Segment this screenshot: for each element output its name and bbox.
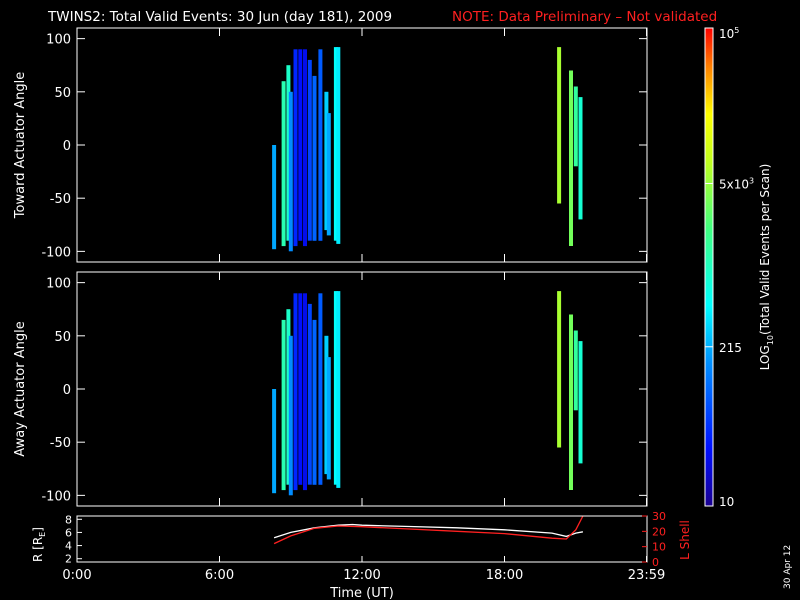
angle-column: [326, 113, 331, 236]
away-angle-columns: [272, 291, 583, 496]
y-tick-label: -50: [50, 192, 71, 207]
angle-column: [573, 330, 578, 411]
l-shell-tick-label: 30: [652, 510, 666, 523]
colorbar-tick-label: 105: [719, 26, 739, 41]
angle-column: [293, 49, 298, 247]
angle-column: [298, 49, 303, 241]
toward-axis-ticks: 100 50 0 -50 -100: [41, 28, 648, 262]
angle-column: [298, 293, 303, 485]
angle-column: [272, 145, 277, 250]
r-tick-label: 6: [65, 526, 72, 539]
chart-title: TWINS2: Total Valid Events: 30 Jun (day …: [47, 9, 392, 25]
angle-column: [557, 291, 562, 448]
time-tick-label: 18:00: [486, 568, 523, 583]
angle-column: [324, 91, 329, 231]
angle-column: [303, 49, 307, 247]
angle-column: [293, 293, 298, 491]
angle-column: [578, 341, 583, 464]
angle-column: [312, 319, 317, 485]
away-axis-label: Away Actuator Angle: [13, 321, 28, 456]
angle-column: [578, 97, 583, 220]
angle-column: [336, 291, 341, 488]
r-axis-label: R [RE]: [31, 527, 47, 562]
angle-column: [303, 293, 307, 491]
angle-column: [326, 357, 331, 480]
angle-column: [333, 47, 338, 241]
colorbar-tick-label: 10: [719, 495, 734, 509]
r-tick-label: 4: [65, 540, 72, 553]
angle-column: [569, 70, 573, 246]
time-tick-label: 23:59: [628, 568, 665, 583]
l-shell-line: [273, 515, 584, 545]
orbit-lines: [273, 515, 584, 545]
y-tick-label: -50: [50, 436, 71, 451]
toward-angle-panel: 100 50 0 -50 -100 Toward Actuator Angle: [13, 27, 648, 263]
angle-column: [573, 86, 578, 167]
colorbar-tick-label: 5x103: [719, 176, 754, 191]
angle-column: [307, 303, 312, 485]
angle-column: [318, 49, 323, 241]
y-tick-label: 50: [54, 330, 71, 345]
angle-column: [324, 335, 329, 475]
y-tick-label: 50: [54, 86, 71, 101]
l-shell-tick-label: 10: [652, 541, 666, 554]
angle-column: [281, 81, 286, 247]
y-tick-label: 0: [63, 383, 71, 398]
angle-column: [286, 65, 291, 241]
angle-column: [288, 91, 293, 252]
colorbar: 10 215 5x103 105 LOG10(Total Valid Events p…: [704, 26, 775, 509]
y-tick-label: 100: [46, 277, 71, 292]
away-axis-ticks: 100 50 0 -50 -100: [41, 272, 648, 506]
colorbar-gradient: [704, 27, 714, 507]
r-tick-label: 8: [65, 513, 72, 526]
time-tick-label: 6:00: [205, 568, 234, 583]
angle-column: [557, 47, 562, 204]
angle-column: [312, 75, 317, 241]
colorbar-label: LOG10(Total Valid Events per Scan): [758, 164, 775, 371]
preliminary-note: NOTE: Data Preliminary – Not validated: [452, 9, 717, 25]
y-tick-label: 0: [63, 139, 71, 154]
time-axis-label: Time (UT): [329, 586, 394, 600]
y-tick-label: -100: [41, 489, 71, 504]
angle-column: [288, 335, 293, 496]
angle-column: [333, 291, 338, 485]
colorbar-tick-label: 215: [719, 341, 742, 355]
toward-angle-columns: [272, 47, 583, 252]
angle-column: [286, 309, 291, 485]
time-tick-label: 0:00: [62, 568, 91, 583]
date-stamp: 30 Apr 12: [783, 545, 793, 589]
colorbar-ticks: 10 215 5x103 105: [705, 26, 754, 509]
time-tick-label: 12:00: [343, 568, 380, 583]
angle-column: [336, 47, 341, 244]
r-tick-label: 2: [65, 553, 72, 566]
toward-axis-label: Toward Actuator Angle: [13, 72, 28, 219]
y-tick-label: 100: [46, 33, 71, 48]
angle-column: [569, 314, 573, 490]
angle-column: [307, 59, 312, 241]
y-tick-label: -100: [41, 245, 71, 260]
angle-column: [281, 319, 286, 491]
away-angle-panel: 100 50 0 -50 -100 Away Actuator Angle: [13, 271, 648, 507]
l-shell-axis-label: L Shell: [678, 520, 692, 560]
l-shell-tick-label: 0: [652, 556, 659, 569]
l-shell-tick-label: 20: [652, 525, 666, 538]
angle-column: [272, 389, 277, 494]
angle-column: [318, 293, 323, 485]
